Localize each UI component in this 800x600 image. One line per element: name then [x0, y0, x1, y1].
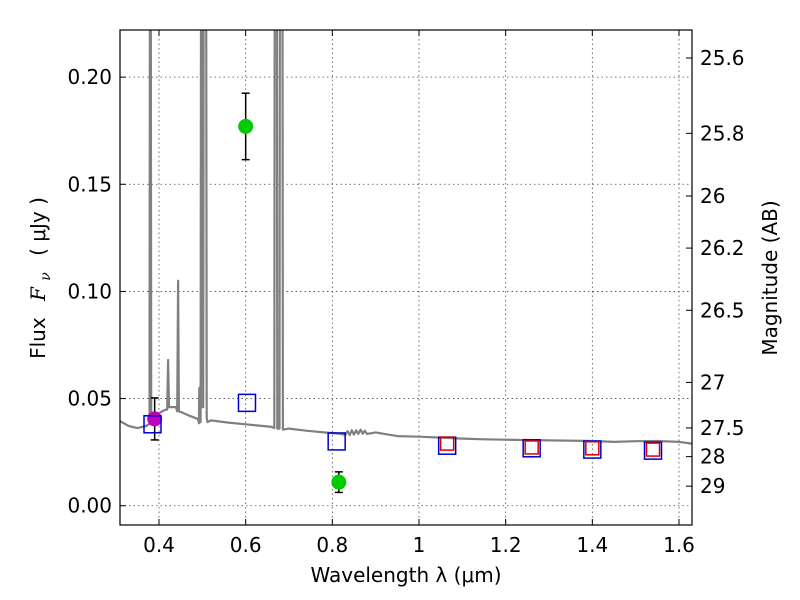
y-tick-label: 0.05: [67, 387, 112, 411]
x-tick-label: 1: [413, 533, 426, 557]
y-axis-title-flux: Flux: [26, 317, 50, 359]
y-axis-title: Flux F ν ( μJy ): [26, 197, 55, 359]
grid: [120, 30, 692, 525]
x-tick-label: 0.6: [230, 533, 262, 557]
data-point-square: [522, 439, 541, 458]
plot-series: [120, 30, 692, 445]
y2-tick-label: 28: [700, 445, 725, 469]
y-tick-label: 0.20: [67, 65, 112, 89]
y-axis-title-unit: ( μJy ): [26, 197, 50, 256]
y2-tick-label: 26.2: [700, 236, 745, 260]
y-axis-title-f: F: [26, 286, 50, 302]
y2-tick-label: 29: [700, 474, 725, 498]
x-tick-label: 0.8: [316, 533, 348, 557]
y2-tick-label: 27.5: [700, 416, 745, 440]
x-axis-title: Wavelength λ (μm): [310, 563, 501, 587]
axis-ticks: 0.4 0.6 0.8 1 1.2 1.4 1.6 0.00 0.05 0.10 0.15 0.20 2…: [67, 30, 745, 557]
data-point-square: [327, 432, 346, 451]
data-point-square: [237, 393, 257, 413]
data-point-square: [585, 441, 600, 456]
data-point-square: [643, 441, 663, 460]
y2-axis-title: Magnitude (AB): [758, 200, 782, 355]
data-point-circle: [331, 474, 347, 490]
x-tick-label: 0.4: [143, 533, 175, 557]
y2-tick-label: 27: [700, 370, 725, 394]
plot-markers: [143, 92, 663, 494]
y2-tick-label: 26.5: [700, 298, 745, 322]
data-point-circle: [147, 411, 163, 427]
plot-frame: [119, 29, 693, 526]
y2-tick-label: 25.6: [700, 46, 745, 70]
data-point-square: [645, 442, 661, 457]
x-tick-label: 1.4: [576, 533, 608, 557]
x-tick-label: 1.6: [663, 533, 695, 557]
y-tick-label: 0.10: [67, 279, 112, 303]
x-tick-label: 1.2: [490, 533, 522, 557]
svg-text:Flux F ν ( μ: Flux F ν ( μJy ): [26, 197, 55, 359]
data-point-circle: [238, 118, 254, 134]
y2-tick-label: 25.8: [700, 121, 745, 145]
y-tick-label: 0.15: [67, 172, 112, 196]
y-axis-title-nu: ν: [38, 272, 54, 281]
y2-tick-label: 26: [700, 184, 725, 208]
data-point-square: [439, 436, 455, 451]
data-point-square: [143, 415, 162, 434]
spectrum-line: [120, 30, 692, 445]
data-point-square: [524, 440, 539, 455]
y-tick-label: 0.00: [67, 494, 112, 518]
